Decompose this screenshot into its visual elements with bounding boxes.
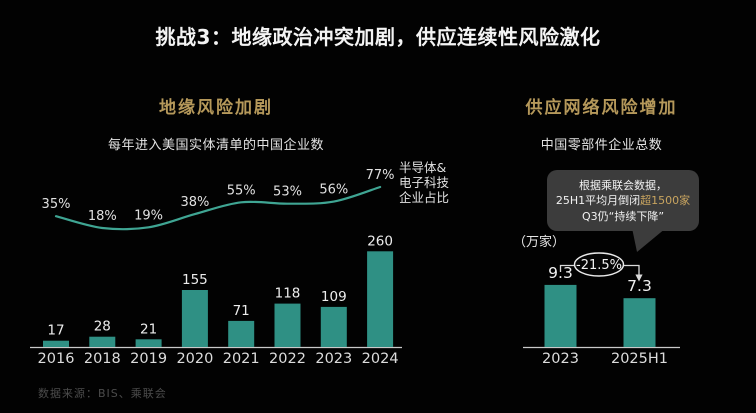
left-axis-label-2024: 2024 bbox=[362, 351, 399, 367]
line-legend-row3: 企业占比 bbox=[399, 190, 450, 205]
left-bar-value-2022: 118 bbox=[275, 286, 301, 302]
left-bar-value-2021: 71 bbox=[233, 303, 250, 319]
left-axis-label-2016: 2016 bbox=[38, 351, 75, 367]
left-line-value-2020: 38% bbox=[180, 195, 209, 210]
annotation-line2-prefix: 25H1平均月倒闭 bbox=[555, 194, 641, 208]
left-bar-2021 bbox=[228, 320, 255, 347]
left-axis-label-2020: 2020 bbox=[176, 351, 213, 367]
left-bar-value-2020: 155 bbox=[182, 272, 208, 288]
left-bar-value-2024: 260 bbox=[367, 233, 393, 249]
left-line-value-2021: 55% bbox=[227, 183, 256, 198]
right-bar-value-2025H1: 7.3 bbox=[627, 277, 652, 295]
left-axis-label-2021: 2021 bbox=[223, 351, 260, 367]
left-line-value-2016: 35% bbox=[42, 197, 71, 212]
line-legend-row1: 半导体& bbox=[399, 160, 447, 175]
line-legend-row2: 电子科技 bbox=[399, 175, 450, 190]
right-bar-2023 bbox=[544, 284, 577, 347]
left-axis-label-2019: 2019 bbox=[130, 351, 167, 367]
left-chart-subtitle: 每年进入美国实体清单的中国企业数 bbox=[107, 138, 324, 153]
right-bar-2025H1 bbox=[623, 298, 656, 347]
left-axis-label-2018: 2018 bbox=[84, 351, 121, 367]
right-section-header: 供应网络风险增加 bbox=[525, 98, 678, 118]
left-bar-2022 bbox=[274, 303, 301, 347]
page-title: 挑战3：地缘政治冲突加剧，供应连续性风险激化 bbox=[155, 25, 601, 49]
left-bar-2019 bbox=[135, 339, 162, 347]
right-chart-subtitle: 中国零部件企业总数 bbox=[540, 138, 663, 153]
left-bar-2023 bbox=[320, 306, 347, 347]
change-badge-ellipse bbox=[573, 252, 625, 277]
right-axis-label-2023: 2023 bbox=[542, 351, 579, 367]
line-series-legend: 半导体& 电子科技 企业占比 bbox=[399, 160, 469, 205]
left-axis-label-2022: 2022 bbox=[269, 351, 306, 367]
data-source-footer: 数据来源：BIS、乘联会 bbox=[38, 387, 167, 400]
annotation-line2: 25H1平均月倒闭超1500家 bbox=[547, 193, 699, 208]
left-line-value-2018: 18% bbox=[88, 209, 117, 224]
left-line-value-2022: 53% bbox=[273, 185, 302, 200]
right-axis-label-2025H1: 2025H1 bbox=[611, 351, 668, 367]
annotation-bubble: 根据乘联会数据， 25H1平均月倒闭超1500家 Q3仍“持续下降” bbox=[547, 170, 699, 231]
left-bar-2018 bbox=[89, 336, 116, 347]
y-axis-unit-label: （万家） bbox=[513, 235, 566, 250]
annotation-line2-highlight: 超1500家 bbox=[640, 194, 691, 208]
left-bar-value-2016: 17 bbox=[47, 323, 64, 339]
annotation-line1: 根据乘联会数据， bbox=[579, 179, 667, 192]
left-bar-2024 bbox=[367, 251, 394, 347]
left-axis-label-2023: 2023 bbox=[315, 351, 352, 367]
annotation-line3: Q3仍“持续下降” bbox=[581, 209, 665, 223]
left-section-header: 地缘风险加剧 bbox=[159, 98, 273, 118]
change-badge-value: -21.5% bbox=[576, 258, 622, 273]
left-line-value-2023: 56% bbox=[319, 183, 348, 198]
left-bar-2016 bbox=[43, 340, 69, 347]
change-arrow-head-icon bbox=[635, 274, 643, 282]
left-line-semiconductor-share bbox=[54, 185, 382, 231]
left-line-value-2019: 19% bbox=[134, 208, 163, 223]
left-bar-value-2019: 21 bbox=[140, 321, 157, 337]
left-line-value-2024: 77% bbox=[366, 168, 395, 183]
annotation-bubble-tail bbox=[632, 228, 666, 252]
right-bar-value-2023: 9.3 bbox=[548, 264, 573, 282]
left-bar-value-2023: 109 bbox=[321, 289, 347, 305]
left-bar-value-2018: 28 bbox=[94, 319, 111, 335]
left-bar-2020 bbox=[181, 290, 208, 347]
